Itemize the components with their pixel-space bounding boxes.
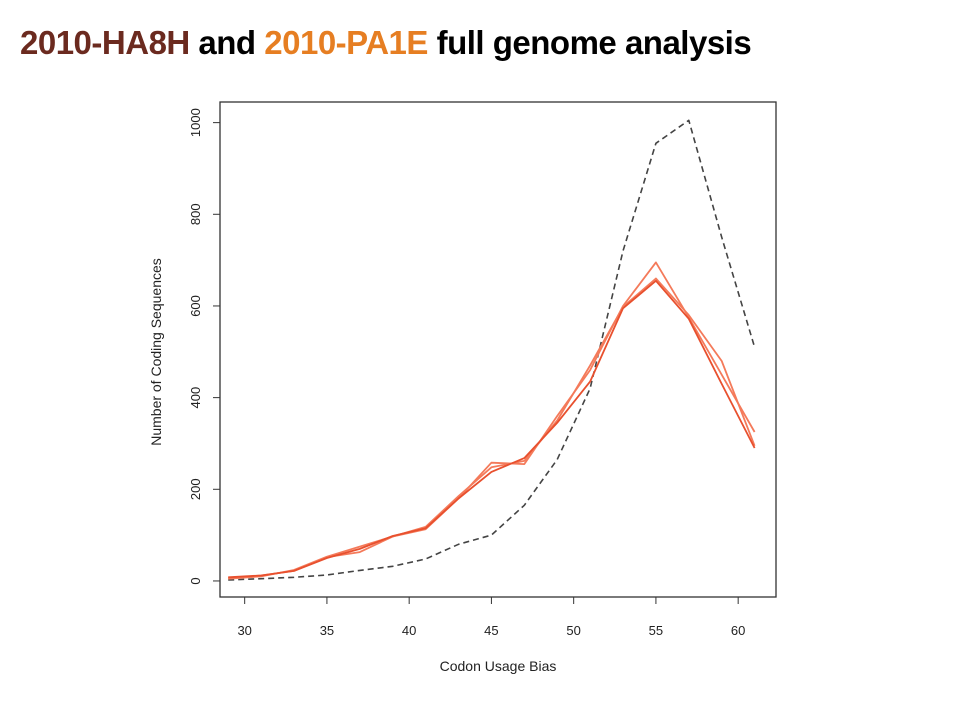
x-tick-label: 40 [402,623,416,638]
y-tick-label: 0 [188,577,203,584]
slide-title: 2010-HA8H and 2010-PA1E full genome anal… [20,24,752,62]
y-tick-label: 1000 [188,108,203,137]
x-axis: 30 35 40 45 50 55 60 [237,597,745,638]
series-layer [228,119,756,581]
title-strain-2: 2010-PA1E [264,24,428,61]
y-axis: 0 200 400 600 800 1000 [188,108,220,585]
title-suffix: full genome analysis [427,24,752,61]
title-strain-1: 2010-HA8H [20,24,190,61]
series-line-1 [228,119,756,581]
y-tick-label: 800 [188,203,203,225]
series-line-2 [228,261,756,580]
x-tick-label: 60 [731,623,745,638]
x-tick-label: 35 [320,623,334,638]
y-tick-label: 400 [188,387,203,409]
series-line-3 [228,277,756,580]
y-tick-label: 200 [188,478,203,500]
x-tick-label: 45 [484,623,498,638]
series-line-4 [228,279,756,579]
title-and: and [189,24,265,61]
plot-frame [219,101,777,598]
x-tick-label: 55 [649,623,663,638]
y-axis-title: Number of Coding Sequences [148,258,164,446]
x-tick-label: 50 [566,623,580,638]
x-tick-label: 30 [237,623,251,638]
x-axis-title: Codon Usage Bias [440,658,557,674]
y-tick-label: 600 [188,295,203,317]
